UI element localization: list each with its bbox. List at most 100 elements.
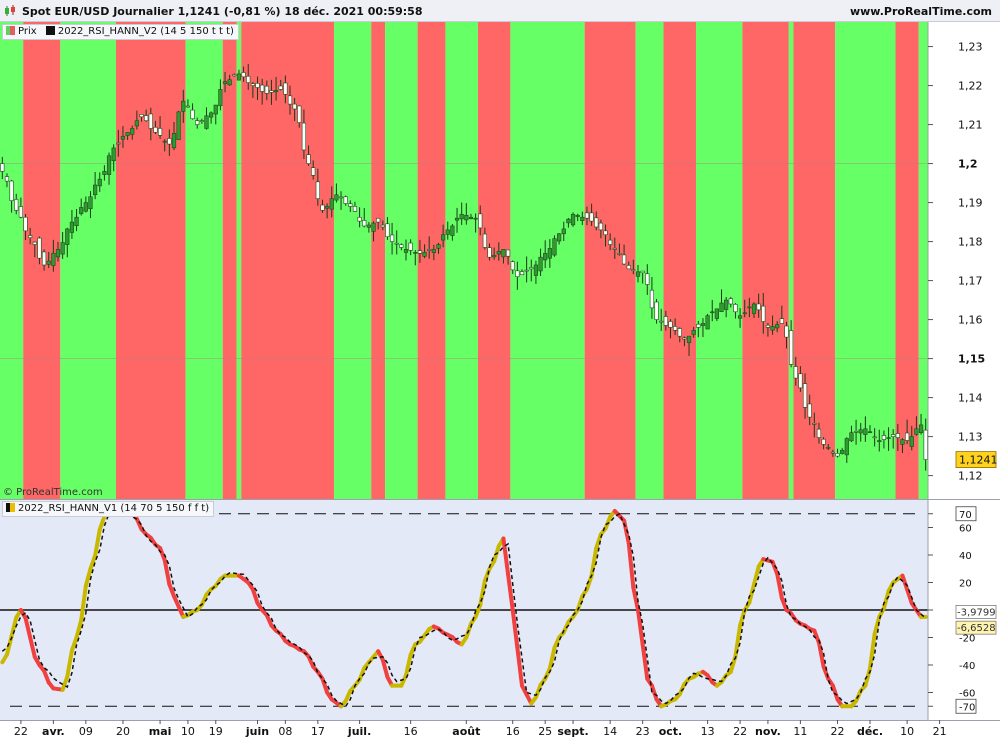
candle-body [394, 242, 399, 245]
candle-body [246, 75, 251, 83]
oscillator-segment [770, 559, 780, 576]
candle-body [863, 428, 868, 435]
candle-body [784, 325, 789, 338]
candlestick-logo-icon [5, 5, 15, 16]
x-tick-label: mai [149, 725, 172, 738]
candle-body [519, 271, 525, 276]
x-tick-label: 20 [116, 725, 130, 738]
candle-body [798, 373, 803, 389]
candle-body [278, 85, 283, 90]
candlesticks [0, 63, 928, 471]
x-tick-label: nov. [755, 725, 781, 738]
candle-body [116, 142, 121, 145]
candle-body [552, 238, 557, 256]
candle-body [779, 318, 784, 324]
candle-body [134, 120, 139, 127]
candle-body [97, 178, 102, 187]
x-tick-label: 13 [701, 725, 715, 738]
oscillator-segment [380, 657, 390, 680]
candle-body [352, 206, 358, 212]
price-tick-label: 1,21 [958, 119, 983, 132]
candle-body [710, 311, 715, 314]
oscillator-segment [79, 583, 88, 623]
x-tick-label: oct. [659, 725, 683, 738]
candle-body [756, 303, 761, 311]
credit-text: © ProRealTime.com [3, 487, 103, 498]
oscillator-segment [320, 676, 330, 695]
candle-body [23, 216, 28, 232]
zone-red [663, 22, 696, 499]
candle-body [538, 256, 543, 272]
candle-body [918, 424, 924, 434]
x-tick-label: 08 [278, 725, 292, 738]
candle-body [631, 269, 636, 271]
zone-red [241, 22, 335, 499]
zone-red [584, 22, 636, 499]
zone-green [334, 22, 372, 499]
oscillator-segment [905, 587, 914, 606]
candle-body [232, 74, 237, 77]
x-tick-label: 22 [14, 725, 28, 738]
zone-green [185, 22, 223, 499]
candle-body [320, 204, 325, 211]
candle-body [255, 83, 260, 88]
candle-body [199, 120, 204, 122]
candle-body [88, 196, 93, 210]
candle-body [840, 449, 845, 454]
candle-body [4, 176, 10, 182]
candle-body [858, 429, 863, 434]
oscillator-segment [28, 635, 37, 659]
candle-body [403, 249, 409, 253]
oscillator-segment [812, 628, 821, 645]
zone-green [696, 22, 743, 499]
zone-red [895, 22, 919, 499]
candle-body [473, 217, 478, 220]
candle-body [431, 249, 436, 253]
candle-body [886, 437, 891, 439]
oscillator-segment [83, 566, 93, 588]
x-tick-label: juil. [347, 725, 371, 738]
oscillator-segment [868, 632, 877, 671]
candle-body [835, 453, 840, 457]
candle-body [46, 260, 51, 265]
candle-body [37, 237, 42, 259]
candle-body [93, 184, 98, 196]
candle-body [376, 217, 381, 223]
x-tick-label: 22 [831, 725, 845, 738]
oscillator-segment [816, 640, 826, 669]
oscillator-segment [158, 546, 167, 563]
oscillator-last-value: -6,6528 [957, 623, 996, 634]
price-tick-label: 1,12 [958, 470, 983, 483]
candle-body [789, 330, 794, 365]
candle-body [222, 81, 228, 84]
candle-body [510, 261, 515, 271]
candle-body [816, 428, 822, 438]
price-y-axis-background [928, 22, 1000, 499]
zone-red [417, 22, 446, 499]
candle-body [659, 320, 664, 323]
x-tick-label: 22 [733, 725, 747, 738]
candle-body [111, 147, 116, 162]
candle-body [478, 213, 483, 229]
candle-body [102, 171, 107, 175]
candle-body [719, 302, 724, 312]
oscillator-tick-label: 20 [959, 579, 972, 590]
candle-body [621, 254, 627, 265]
oscillator-segment [900, 573, 910, 592]
x-tick-label: 16 [404, 725, 418, 738]
x-tick-label: avr. [42, 725, 65, 738]
candle-body [125, 132, 130, 136]
candle-body [543, 252, 548, 261]
x-axis: 22 avr. 09 20 mai 10 19 juin 08 17 juil. 16 août 16 25… [0, 720, 1000, 740]
candle-body [315, 181, 320, 199]
oscillator-legend: 2022_RSI_HANN_V1 (14 70 5 150 f f t) [2, 501, 215, 517]
candle-body [645, 273, 650, 285]
band-value-box [955, 698, 977, 714]
candle-body [737, 315, 743, 319]
candle-body [148, 113, 153, 129]
brand-link[interactable]: www.ProRealTime.com [849, 5, 992, 18]
zone-red [116, 22, 186, 499]
candle-body [547, 248, 552, 259]
candle-body [742, 312, 747, 315]
